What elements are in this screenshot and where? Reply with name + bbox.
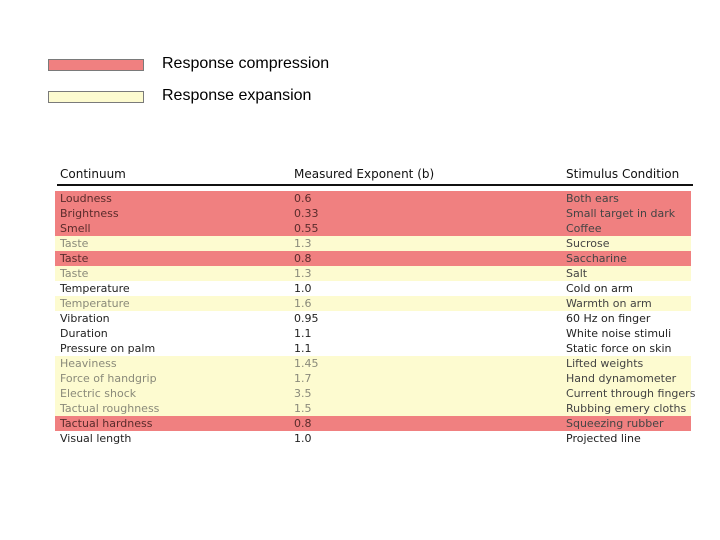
cell-continuum: Heaviness	[60, 357, 117, 370]
cell-continuum: Taste	[60, 237, 89, 250]
cell-condition: Coffee	[566, 222, 602, 235]
cell-continuum: Electric shock	[60, 387, 137, 400]
cell-condition: Small target in dark	[566, 207, 676, 220]
cell-exponent: 0.95	[294, 312, 319, 325]
table-row: Tactual hardness 0.8 Squeezing rubber	[55, 416, 691, 431]
cell-exponent: 1.1	[294, 327, 312, 340]
cell-continuum: Taste	[60, 267, 89, 280]
cell-continuum: Visual length	[60, 432, 132, 445]
expansion-label: Response expansion	[162, 87, 312, 104]
cell-continuum: Tactual hardness	[60, 417, 153, 430]
exponent-table: Continuum Measured Exponent (b) Stimulus…	[33, 153, 695, 446]
table-row: Electric shock 3.5 Current through fingers	[55, 386, 695, 401]
table-row: Visual length 1.0 Projected line	[55, 431, 691, 446]
cell-condition: Projected line	[566, 432, 641, 445]
table-row: Heaviness 1.45 Lifted weights	[55, 356, 691, 371]
header-continuum: Continuum	[60, 167, 126, 181]
cell-condition: Warmth on arm	[566, 297, 652, 310]
table-row: Tactual roughness 1.5 Rubbing emery cloths	[55, 401, 691, 416]
cell-condition: Static force on skin	[566, 342, 672, 355]
cell-exponent: 1.45	[294, 357, 319, 370]
cell-condition: Saccharine	[566, 252, 627, 265]
cell-continuum: Tactual roughness	[60, 402, 160, 415]
cell-exponent: 1.0	[294, 282, 312, 295]
cell-condition: 60 Hz on finger	[566, 312, 651, 325]
table-row: Loudness 0.6 Both ears	[55, 191, 691, 206]
table-row: Taste 1.3 Sucrose	[55, 236, 691, 251]
cell-exponent: 0.8	[294, 252, 312, 265]
table-row: Temperature 1.6 Warmth on arm	[55, 296, 691, 311]
table-row: Vibration 0.95 60 Hz on finger	[55, 311, 691, 326]
cell-condition: White noise stimuli	[566, 327, 672, 340]
cell-exponent: 0.6	[294, 192, 312, 205]
cell-exponent: 1.0	[294, 432, 312, 445]
cell-condition: Current through fingers	[566, 387, 696, 400]
cell-condition: Sucrose	[566, 237, 610, 250]
cell-continuum: Smell	[60, 222, 91, 235]
header-exponent: Measured Exponent (b)	[294, 167, 435, 181]
table-row: Smell 0.55 Coffee	[55, 221, 691, 236]
cell-condition: Both ears	[566, 192, 619, 205]
cell-condition: Salt	[566, 267, 588, 280]
cell-continuum: Temperature	[60, 297, 130, 310]
cell-exponent: 1.1	[294, 342, 312, 355]
header-rule	[57, 184, 693, 186]
cell-continuum: Duration	[60, 327, 108, 340]
cell-continuum: Vibration	[60, 312, 110, 325]
table-row: Brightness 0.33 Small target in dark	[55, 206, 691, 221]
table-row: Force of handgrip 1.7 Hand dynamometer	[55, 371, 691, 386]
cell-condition: Squeezing rubber	[566, 417, 664, 430]
table-row: Pressure on palm 1.1 Static force on skin	[55, 341, 691, 356]
cell-exponent: 1.3	[294, 267, 312, 280]
compression-swatch	[48, 59, 144, 71]
table-row: Taste 0.8 Saccharine	[55, 251, 691, 266]
table-row: Taste 1.3 Salt	[55, 266, 691, 281]
table-row: Duration 1.1 White noise stimuli	[55, 326, 691, 341]
cell-continuum: Loudness	[60, 192, 112, 205]
table-row: Temperature 1.0 Cold on arm	[55, 281, 691, 296]
cell-exponent: 0.8	[294, 417, 312, 430]
compression-label: Response compression	[162, 55, 330, 72]
cell-exponent: 0.33	[294, 207, 319, 220]
cell-condition: Lifted weights	[566, 357, 644, 370]
cell-continuum: Force of handgrip	[60, 372, 157, 385]
header-condition: Stimulus Condition	[566, 167, 680, 181]
expansion-swatch	[48, 91, 144, 103]
cell-continuum: Temperature	[60, 282, 130, 295]
cell-exponent: 1.5	[294, 402, 312, 415]
cell-exponent: 3.5	[294, 387, 312, 400]
cell-continuum: Pressure on palm	[60, 342, 156, 355]
cell-exponent: 1.3	[294, 237, 312, 250]
cell-continuum: Brightness	[60, 207, 119, 220]
cell-exponent: 1.7	[294, 372, 312, 385]
cell-exponent: 0.55	[294, 222, 319, 235]
cell-continuum: Taste	[60, 252, 89, 265]
cell-exponent: 1.6	[294, 297, 312, 310]
cell-condition: Cold on arm	[566, 282, 633, 295]
cell-condition: Rubbing emery cloths	[566, 402, 687, 415]
cell-condition: Hand dynamometer	[566, 372, 677, 385]
